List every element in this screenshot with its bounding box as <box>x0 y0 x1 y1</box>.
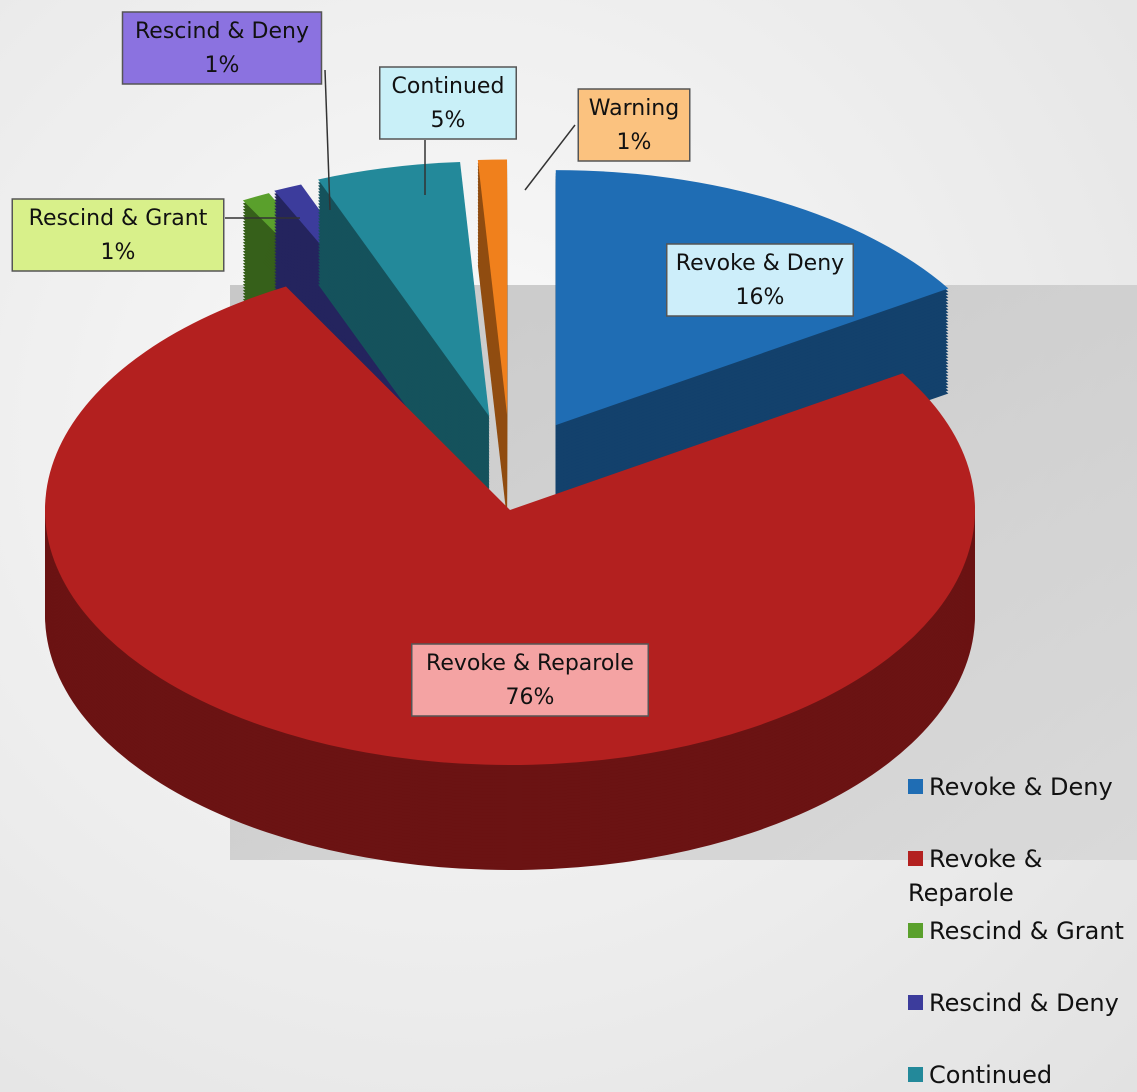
legend-item: Revoke & Reparole <box>908 842 1133 910</box>
legend-swatch <box>908 923 923 938</box>
data-labels: Revoke & Deny 16% Revoke & Reparole 76% Resc… <box>11 11 854 717</box>
label-value: 76% <box>506 685 555 710</box>
legend-label: Revoke & Deny <box>929 773 1113 801</box>
label-value: 5% <box>431 108 466 133</box>
legend-label: Revoke & Reparole <box>908 845 1043 907</box>
label-box <box>121 11 323 85</box>
label-box <box>379 66 517 140</box>
legend-swatch <box>908 995 923 1010</box>
label-box <box>577 88 691 162</box>
legend-item: Rescind & Grant <box>908 914 1133 948</box>
slice <box>477 159 508 415</box>
legend-item: Revoke & Deny <box>908 770 1133 804</box>
label-value: 16% <box>736 285 785 310</box>
legend-label: Rescind & Deny <box>929 989 1119 1017</box>
legend-swatch <box>908 851 923 866</box>
label-value: 1% <box>101 240 136 265</box>
label-category: Revoke & Reparole <box>426 651 634 676</box>
legend: Revoke & Deny Revoke & Reparole Rescind & … <box>908 0 1133 1092</box>
leader-line <box>524 124 576 191</box>
legend-item: Rescind & Deny <box>908 986 1133 1020</box>
label-category: Rescind & Grant <box>29 206 208 231</box>
pie <box>45 159 976 870</box>
label-box <box>666 243 854 317</box>
legend-swatch <box>908 779 923 794</box>
slice <box>318 162 490 417</box>
legend-item: Continued <box>908 1058 1133 1092</box>
label-category: Rescind & Deny <box>135 19 309 44</box>
label-category: Revoke & Deny <box>676 251 844 276</box>
legend-label: Continued <box>929 1061 1053 1089</box>
label-value: 1% <box>617 130 652 155</box>
label-category: Warning <box>589 96 679 121</box>
label-value: 1% <box>205 53 240 78</box>
leader-line <box>324 69 331 211</box>
legend-swatch <box>908 1067 923 1082</box>
label-box <box>411 643 649 717</box>
label-box <box>11 198 225 272</box>
legend-label: Rescind & Grant <box>929 917 1124 945</box>
label-category: Continued <box>392 74 505 99</box>
slice <box>45 286 976 765</box>
